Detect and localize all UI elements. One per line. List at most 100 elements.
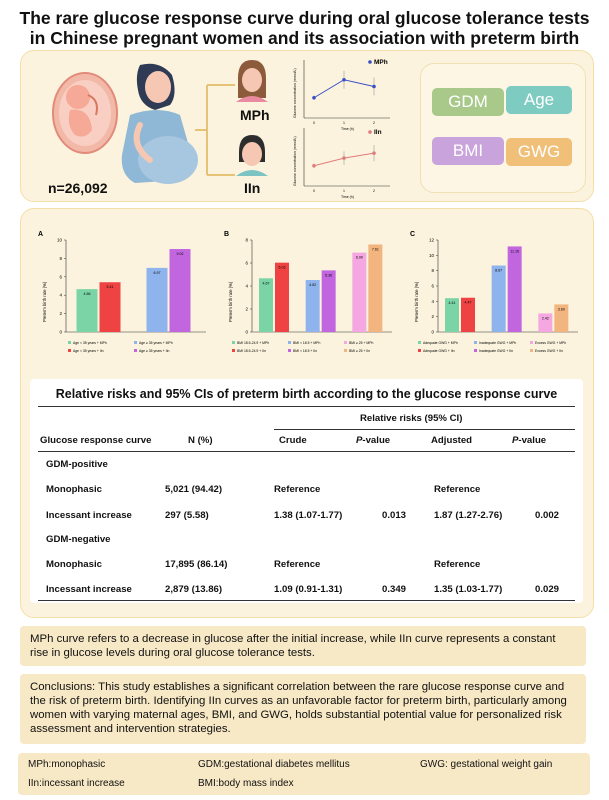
bar-value-label: 6.03 (279, 266, 286, 270)
y-tick-label: 0 (59, 330, 62, 335)
title-line-1: The rare glucose response curve during o… (19, 8, 590, 28)
legend-label: BMI ≥ 25 + MPh (349, 341, 373, 345)
col-curve: Glucose response curve (40, 435, 152, 446)
panel-letter: B (224, 231, 229, 238)
col-p1: P-value (356, 435, 390, 446)
col-p1-italic: P (356, 435, 363, 446)
mini-chart-mph: Glucose concentration (mmol/L) 0 1 2 MPh T… (293, 59, 390, 131)
bar (352, 252, 367, 332)
curve-definition-note: MPh curve refers to a decrease in glucos… (20, 626, 586, 666)
mini-x-tick: 0 (313, 189, 315, 193)
bar-value-label: 6.90 (356, 256, 363, 260)
legend-swatch (288, 341, 291, 344)
iin-label: IIn (244, 180, 261, 196)
y-tick-label: 4 (245, 284, 248, 289)
mini-x-tick: 1 (343, 121, 345, 125)
y-tick-label: 2 (431, 314, 434, 319)
mini-point (342, 77, 346, 82)
y-axis-label: Preterm birth rate (%) (414, 281, 419, 322)
conclusion-note: Conclusions: This study establishes a si… (20, 674, 586, 744)
legend-swatch (288, 349, 291, 352)
pregnancy-illustration (52, 63, 198, 184)
row-adjusted: Reference (434, 484, 481, 495)
bar (491, 265, 506, 332)
legend-swatch (134, 341, 137, 344)
y-axis-label: Preterm birth rate (%) (228, 281, 233, 322)
legend-label: Age ≥ 35 years + IIn (139, 349, 170, 353)
col-p2-rest: -value (518, 435, 547, 446)
y-tick-label: 0 (431, 330, 434, 335)
row-crude: 1.38 (1.07-1.77) (274, 510, 343, 521)
table-bottom-rule (38, 600, 575, 601)
y-tick-label: 6 (245, 261, 248, 266)
legend-label: Adequate GWG + MPh (423, 341, 458, 345)
legend-label: Age < 35 years + IIn (73, 349, 104, 353)
mini-iin-legend-dot (368, 130, 372, 134)
row-n: 297 (5.58) (165, 510, 209, 521)
y-tick-label: 6 (59, 274, 62, 279)
legend-label: Inadequate GWG + IIn (479, 349, 513, 353)
row-curve: Monophasic (46, 559, 102, 570)
y-tick-label: 4 (431, 299, 434, 304)
bar (259, 278, 273, 332)
legend-label: Age < 35 years + MPh (73, 341, 107, 345)
bar-value-label: 3.60 (558, 307, 565, 311)
factor-age: Age (506, 86, 572, 114)
abbrev-gwg: GWG: gestational weight gain (420, 759, 553, 770)
legend-swatch (68, 349, 71, 352)
factor-bmi: BMI (432, 137, 504, 165)
mini-mph-xlabel: Time (h) (341, 127, 354, 131)
bar-value-label: 4.66 (84, 292, 91, 296)
mph-woman-icon (236, 60, 268, 102)
row-curve: Incessant increase (46, 584, 132, 595)
row-p1: 0.349 (382, 584, 407, 595)
factor-panel (420, 63, 586, 193)
legend-label: Inadequate GWG + MPh (479, 341, 516, 345)
mini-iin-ylabel: Glucose concentration (mmol/L) (293, 136, 297, 186)
row-adjusted: 1.87 (1.27-2.76) (434, 510, 503, 521)
y-tick-label: 8 (431, 268, 434, 273)
bar-value-label: 4.52 (309, 283, 316, 287)
row-p1: 0.013 (382, 510, 407, 521)
col-p2: P-value (512, 435, 546, 446)
bar-value-label: 4.41 (449, 301, 456, 305)
row-n: 17,895 (86.14) (165, 559, 228, 570)
legend-label: Excess GWG + MPh (535, 341, 566, 345)
row-crude: 1.09 (0.91-1.31) (274, 584, 343, 595)
mini-chart-iin: Glucose concentration (mmol/L) 0 1 2 IIn T… (293, 128, 390, 199)
bar-value-label: 4.47 (465, 301, 472, 305)
y-tick-label: 10 (429, 253, 435, 258)
row-curve: Monophasic (46, 484, 102, 495)
col-p2-italic: P (512, 435, 519, 446)
fetus-icon (52, 72, 118, 154)
col-p1-rest: -value (362, 435, 391, 446)
y-tick-label: 6 (431, 284, 434, 289)
panel-letter: A (38, 231, 43, 238)
legend-label: BMI < 18.5 + MPh (293, 341, 320, 345)
mini-point (312, 163, 316, 168)
bar (554, 304, 569, 332)
pregnant-woman-icon (121, 63, 198, 184)
y-tick-label: 0 (245, 330, 248, 335)
y-tick-label: 12 (429, 238, 435, 243)
bar (321, 270, 336, 332)
abbrev-iin: IIn:incessant increase (28, 778, 125, 789)
iin-woman-icon (236, 135, 268, 176)
row-n: 5,021 (94.42) (165, 484, 223, 495)
y-axis-label: Preterm birth rate (%) (42, 281, 47, 322)
mini-x-tick: 2 (373, 121, 375, 125)
bar (99, 282, 121, 332)
bar (169, 249, 191, 332)
group-gdm-positive: GDM-positive (46, 459, 108, 470)
mini-mph-legend: MPh (374, 59, 388, 66)
legend-label: Excess GWG + IIn (535, 349, 563, 353)
bar (76, 289, 98, 332)
legend-swatch (232, 349, 235, 352)
bar-value-label: 5.41 (107, 285, 114, 289)
col-adjusted: Adjusted (431, 435, 473, 446)
bar (146, 267, 168, 332)
y-tick-label: 8 (59, 256, 62, 261)
bar-value-label: 6.97 (154, 271, 161, 275)
factor-gwg: GWG (506, 138, 572, 166)
legend-swatch (474, 341, 477, 344)
